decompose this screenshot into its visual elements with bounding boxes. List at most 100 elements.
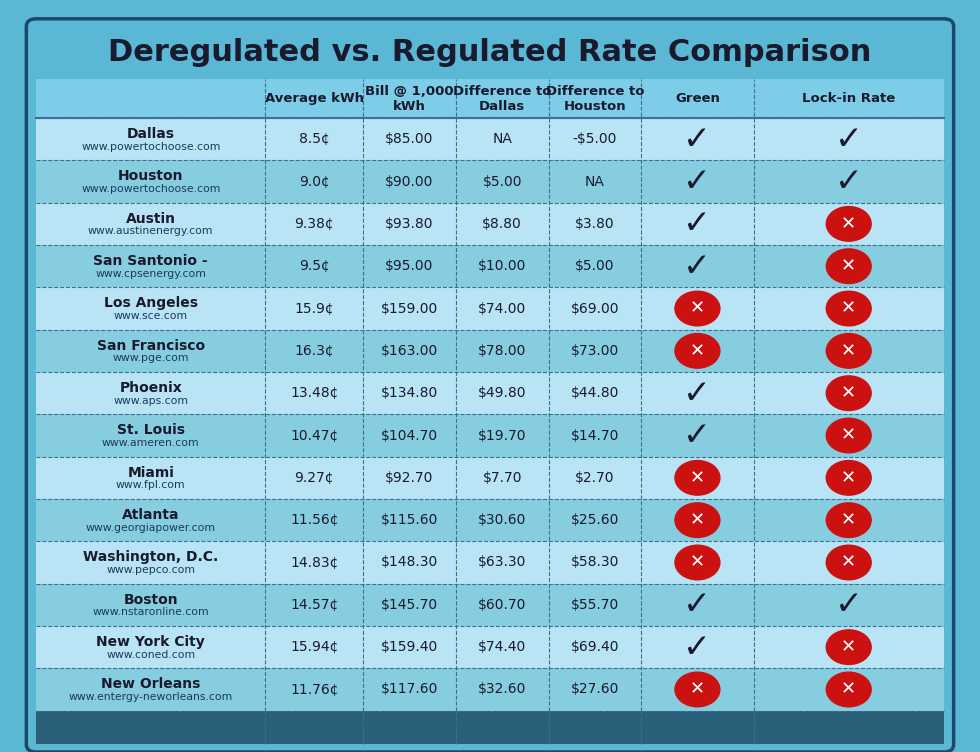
Text: www.aps.com: www.aps.com xyxy=(114,396,188,406)
Text: ✕: ✕ xyxy=(841,511,857,529)
Text: www.georgiapower.com: www.georgiapower.com xyxy=(86,523,216,532)
Text: $93.80: $93.80 xyxy=(385,217,434,231)
FancyBboxPatch shape xyxy=(36,626,944,669)
FancyBboxPatch shape xyxy=(36,372,944,414)
Circle shape xyxy=(826,249,871,284)
Text: ✕: ✕ xyxy=(841,426,857,444)
Text: 10.47¢: 10.47¢ xyxy=(290,429,338,442)
FancyBboxPatch shape xyxy=(36,669,944,711)
Text: ✕: ✕ xyxy=(841,384,857,402)
Text: $115.60: $115.60 xyxy=(381,513,438,527)
FancyBboxPatch shape xyxy=(36,118,944,160)
Text: 14.57¢: 14.57¢ xyxy=(290,598,338,612)
Text: 11.76¢: 11.76¢ xyxy=(290,683,338,696)
Text: St. Louis: St. Louis xyxy=(117,423,185,438)
Text: Boston: Boston xyxy=(123,593,178,607)
FancyBboxPatch shape xyxy=(36,203,944,245)
Text: ✓: ✓ xyxy=(683,377,711,410)
Text: $134.80: $134.80 xyxy=(381,387,438,400)
FancyBboxPatch shape xyxy=(36,329,944,372)
Circle shape xyxy=(675,672,720,707)
Text: www.entergy-neworleans.com: www.entergy-neworleans.com xyxy=(69,692,233,702)
Text: www.pepco.com: www.pepco.com xyxy=(106,565,195,575)
Text: Average kWh: Average kWh xyxy=(265,92,364,105)
Text: ✕: ✕ xyxy=(841,553,857,572)
Text: 14.83¢: 14.83¢ xyxy=(290,556,338,569)
Circle shape xyxy=(675,334,720,368)
Text: ✓: ✓ xyxy=(835,123,862,156)
FancyBboxPatch shape xyxy=(36,79,944,118)
Text: San Santonio -: San Santonio - xyxy=(93,254,208,268)
Text: $19.70: $19.70 xyxy=(478,429,526,442)
Text: $148.30: $148.30 xyxy=(381,556,438,569)
Text: -$5.00: -$5.00 xyxy=(572,132,617,146)
Text: $73.00: $73.00 xyxy=(570,344,619,358)
Text: Difference to
Dallas: Difference to Dallas xyxy=(453,84,552,113)
Text: www.nstaronline.com: www.nstaronline.com xyxy=(92,608,209,617)
Text: www.fpl.com: www.fpl.com xyxy=(116,481,185,490)
Text: www.coned.com: www.coned.com xyxy=(106,650,195,660)
Text: $159.40: $159.40 xyxy=(381,640,438,654)
FancyBboxPatch shape xyxy=(36,245,944,287)
Circle shape xyxy=(675,545,720,580)
Text: ✕: ✕ xyxy=(690,511,705,529)
FancyBboxPatch shape xyxy=(36,456,944,499)
Text: $27.60: $27.60 xyxy=(570,683,619,696)
Text: $69.40: $69.40 xyxy=(570,640,619,654)
Text: www.pge.com: www.pge.com xyxy=(113,353,189,363)
Text: Deregulated vs. Regulated Rate Comparison: Deregulated vs. Regulated Rate Compariso… xyxy=(109,38,871,67)
Circle shape xyxy=(826,503,871,538)
Text: Green: Green xyxy=(675,92,720,105)
Text: $30.60: $30.60 xyxy=(478,513,526,527)
Text: $5.00: $5.00 xyxy=(575,259,614,273)
Text: ✕: ✕ xyxy=(690,299,705,317)
Text: ✓: ✓ xyxy=(683,208,711,241)
Text: Atlanta: Atlanta xyxy=(122,508,179,522)
Text: $163.00: $163.00 xyxy=(381,344,438,358)
Text: ✓: ✓ xyxy=(683,419,711,452)
Text: Houston: Houston xyxy=(118,169,183,183)
Text: $95.00: $95.00 xyxy=(385,259,434,273)
Text: ✕: ✕ xyxy=(690,553,705,572)
Text: ✕: ✕ xyxy=(690,681,705,699)
Text: San Francisco: San Francisco xyxy=(97,339,205,353)
Circle shape xyxy=(826,291,871,326)
Text: www.austinenergy.com: www.austinenergy.com xyxy=(88,226,214,236)
Text: www.ameren.com: www.ameren.com xyxy=(102,438,200,448)
Text: ✕: ✕ xyxy=(841,342,857,360)
Text: Los Angeles: Los Angeles xyxy=(104,296,198,311)
Text: $44.80: $44.80 xyxy=(570,387,619,400)
FancyBboxPatch shape xyxy=(36,541,944,584)
Text: Dallas: Dallas xyxy=(126,127,174,141)
Text: ✕: ✕ xyxy=(841,681,857,699)
Circle shape xyxy=(826,672,871,707)
Text: 13.48¢: 13.48¢ xyxy=(290,387,338,400)
Text: 9.38¢: 9.38¢ xyxy=(294,217,334,231)
Text: ✓: ✓ xyxy=(835,588,862,621)
Text: Washington, D.C.: Washington, D.C. xyxy=(83,550,219,565)
Text: $2.70: $2.70 xyxy=(575,471,614,485)
FancyBboxPatch shape xyxy=(36,160,944,203)
Text: Austin: Austin xyxy=(125,212,175,226)
Text: ✕: ✕ xyxy=(690,342,705,360)
Text: Difference to
Houston: Difference to Houston xyxy=(546,84,644,113)
Text: 11.56¢: 11.56¢ xyxy=(290,513,338,527)
Circle shape xyxy=(675,460,720,495)
Text: Lock-in Rate: Lock-in Rate xyxy=(802,92,896,105)
Circle shape xyxy=(675,503,720,538)
Text: 9.27¢: 9.27¢ xyxy=(295,471,334,485)
Text: NA: NA xyxy=(585,174,605,189)
Text: ✓: ✓ xyxy=(683,123,711,156)
FancyBboxPatch shape xyxy=(36,711,944,744)
Text: $8.80: $8.80 xyxy=(482,217,522,231)
Text: $104.70: $104.70 xyxy=(381,429,438,442)
Text: ✕: ✕ xyxy=(690,468,705,487)
Text: ✓: ✓ xyxy=(683,165,711,198)
Circle shape xyxy=(826,630,871,665)
Circle shape xyxy=(826,460,871,495)
Circle shape xyxy=(826,545,871,580)
Text: $5.00: $5.00 xyxy=(482,174,522,189)
Text: $74.00: $74.00 xyxy=(478,302,526,316)
Circle shape xyxy=(826,418,871,453)
Text: $49.80: $49.80 xyxy=(478,387,526,400)
